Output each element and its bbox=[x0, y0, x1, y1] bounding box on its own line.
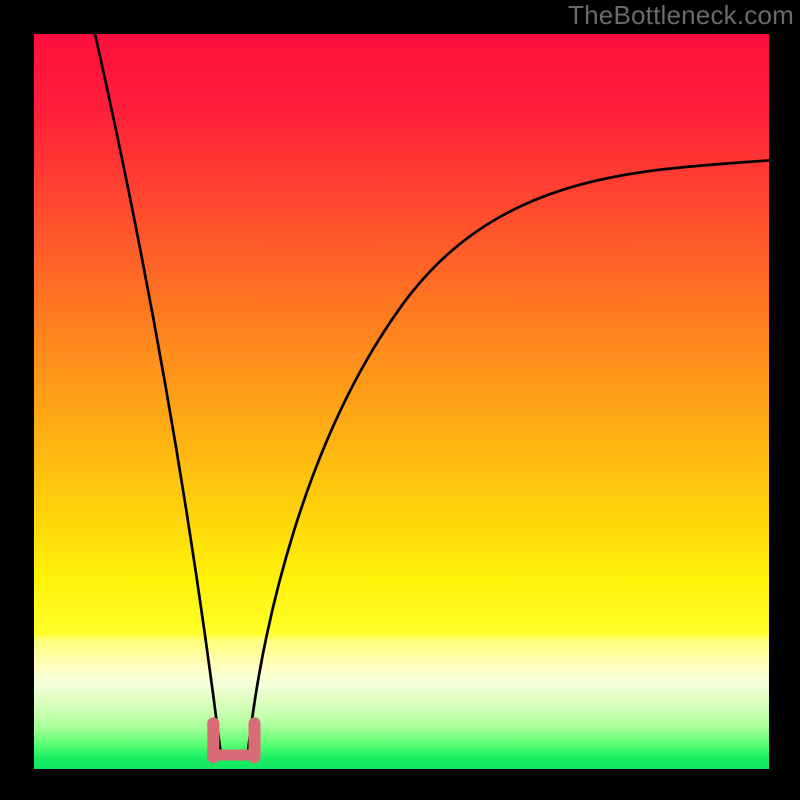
chart-root: { "watermark": { "text": "TheBottleneck.… bbox=[0, 0, 800, 800]
chart-gradient-bg bbox=[34, 34, 769, 769]
marker-u-band bbox=[207, 750, 260, 761]
bottleneck-chart bbox=[0, 0, 800, 800]
